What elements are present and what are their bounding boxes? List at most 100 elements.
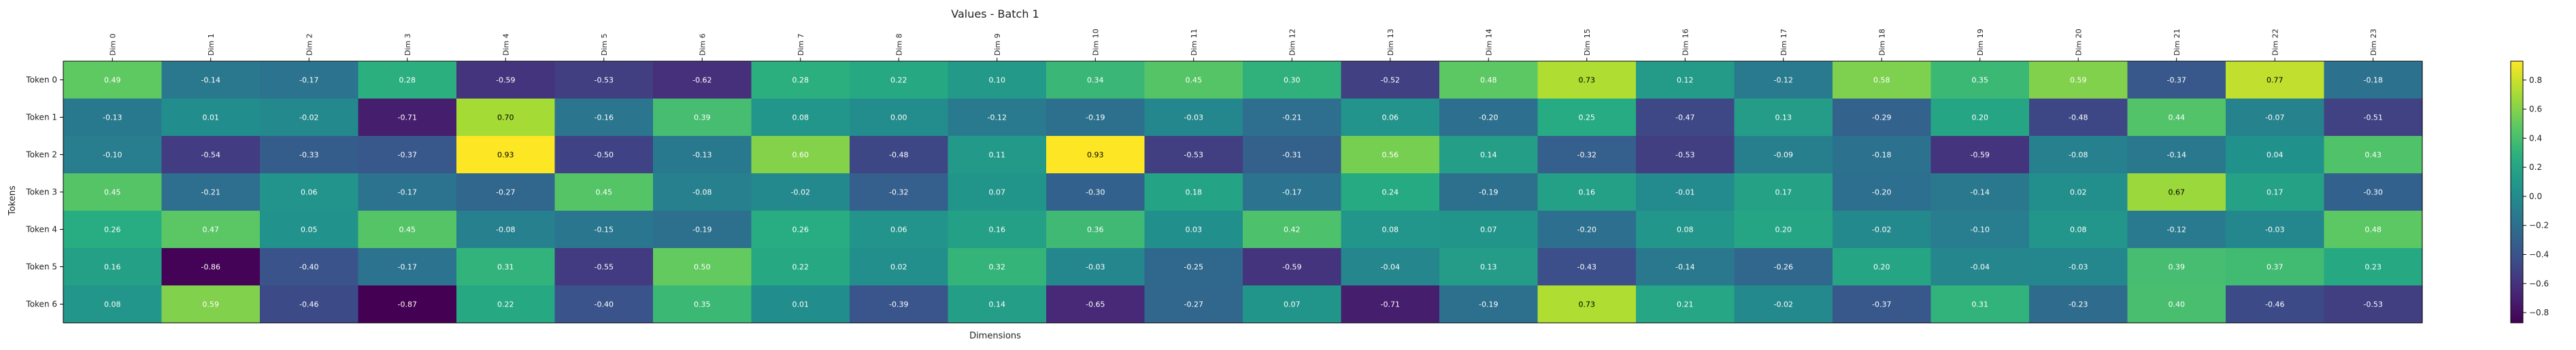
heatmap-cell — [850, 61, 949, 99]
cell-value-label: -0.23 — [2069, 300, 2088, 309]
heatmap-cell — [1636, 285, 1735, 323]
heatmap-cell — [1930, 99, 2030, 137]
heatmap-cell — [653, 61, 752, 99]
cell-value-label: -0.37 — [2167, 76, 2186, 85]
heatmap-cell — [850, 136, 949, 174]
heatmap-cell — [1439, 99, 1539, 137]
cell-value-label: -0.48 — [2069, 113, 2088, 122]
cell-value-label: -0.27 — [1184, 300, 1203, 309]
heatmap-cell — [358, 61, 457, 99]
cell-value-label: -0.48 — [889, 151, 908, 160]
cell-value-label: 0.93 — [497, 151, 514, 160]
heatmap-cell — [1930, 211, 2030, 249]
x-axis-label: Dimensions — [969, 331, 1021, 341]
x-tick-label: Dim 0 — [108, 33, 117, 56]
x-tick-label: Dim 17 — [1779, 29, 1788, 56]
heatmap-cell — [751, 173, 850, 211]
heatmap-cell — [1243, 61, 1342, 99]
cell-value-label: -0.10 — [1971, 226, 1990, 234]
heatmap-cell — [1833, 173, 1932, 211]
heatmap-cell — [1636, 99, 1735, 137]
heatmap-cell — [456, 248, 556, 286]
heatmap-cell — [260, 99, 359, 137]
cell-value-label: -0.32 — [889, 188, 908, 197]
heatmap-cell — [1636, 136, 1735, 174]
cell-value-label: -0.19 — [1086, 113, 1105, 122]
cell-value-label: -0.53 — [595, 76, 614, 85]
cell-value-label: -0.04 — [1381, 263, 1400, 272]
heatmap-cell — [1046, 285, 1145, 323]
cell-value-label: -0.51 — [2364, 113, 2383, 122]
cell-value-label: -0.21 — [1282, 113, 1301, 122]
heatmap-cell — [1636, 211, 1735, 249]
cell-value-label: -0.02 — [299, 113, 318, 122]
heatmap-cell — [1046, 248, 1145, 286]
heatmap-cell — [1537, 99, 1637, 137]
x-tick-label: Dim 6 — [698, 33, 707, 56]
heatmap-cell — [1833, 99, 1932, 137]
cell-value-label: 0.04 — [2266, 151, 2284, 160]
heatmap-cell — [63, 136, 163, 174]
heatmap-cell — [1734, 173, 1833, 211]
heatmap-cell — [456, 136, 556, 174]
cell-value-label: -0.53 — [1184, 151, 1203, 160]
cell-value-label: -0.29 — [1872, 113, 1891, 122]
cell-value-label: -0.14 — [1971, 188, 1990, 197]
colorbar-frame — [2510, 60, 2524, 323]
cell-value-label: 0.37 — [2266, 263, 2284, 272]
x-tick-label: Dim 8 — [894, 33, 903, 56]
cell-value-label: -0.19 — [692, 226, 712, 234]
heatmap-cell — [2226, 285, 2325, 323]
cell-value-label: 0.39 — [694, 113, 711, 122]
y-tick-label: Token 0 — [25, 75, 57, 85]
cell-value-label: -0.08 — [2069, 151, 2088, 160]
cell-value-label: -0.20 — [1479, 113, 1498, 122]
cell-value-label: -0.50 — [595, 151, 614, 160]
heatmap-cell — [161, 285, 261, 323]
heatmap-cell — [63, 99, 163, 137]
heatmap-cell — [2226, 99, 2325, 137]
cell-value-label: -0.19 — [1479, 188, 1498, 197]
cell-value-label: 0.31 — [1972, 300, 1989, 309]
cell-value-label: -0.59 — [1971, 151, 1990, 160]
x-tick-label: Dim 14 — [1484, 29, 1493, 56]
heatmap-cell — [63, 248, 163, 286]
cell-value-label: -0.54 — [201, 151, 220, 160]
heatmap-cell — [2127, 285, 2226, 323]
heatmap-cell — [751, 285, 850, 323]
cell-value-label: 0.25 — [1579, 113, 1596, 122]
cell-value-label: -0.14 — [1675, 263, 1694, 272]
heatmap-cell — [63, 173, 163, 211]
x-tick-label: Dim 7 — [797, 33, 805, 56]
heatmap-cell — [1930, 285, 2030, 323]
heatmap-cell — [554, 99, 654, 137]
x-tick-label: Dim 21 — [2173, 29, 2181, 56]
heatmap-cell — [1537, 173, 1637, 211]
cell-value-label: 0.31 — [497, 263, 514, 272]
x-tick-label: Dim 5 — [600, 33, 609, 56]
cell-value-label: -0.03 — [1184, 113, 1203, 122]
cell-value-label: -0.30 — [2364, 188, 2383, 197]
heatmap-cell — [751, 211, 850, 249]
heatmap-cell — [850, 285, 949, 323]
heatmap-cell — [161, 136, 261, 174]
x-tick-label: Dim 22 — [2271, 29, 2279, 56]
cell-value-label: 0.49 — [104, 76, 121, 85]
x-tick-label: Dim 10 — [1091, 29, 1100, 56]
cell-value-label: 0.70 — [497, 113, 514, 122]
cell-value-label: 0.13 — [1775, 113, 1792, 122]
heatmap-cell — [1144, 173, 1243, 211]
cell-value-label: 0.22 — [890, 76, 907, 85]
heatmap-cell — [1144, 248, 1243, 286]
heatmap-cell — [554, 285, 654, 323]
cell-value-label: 0.59 — [2070, 76, 2087, 85]
cell-value-label: -0.09 — [1774, 151, 1793, 160]
heatmap-cell — [850, 99, 949, 137]
cell-value-label: 0.44 — [2169, 113, 2186, 122]
cell-value-label: -0.18 — [1872, 151, 1891, 160]
cell-value-label: 0.45 — [1186, 76, 1203, 85]
cell-value-label: 0.06 — [1382, 113, 1399, 122]
cell-value-label: 0.48 — [1480, 76, 1497, 85]
cell-value-label: -0.17 — [1282, 188, 1301, 197]
x-tick-label: Dim 23 — [2369, 29, 2378, 56]
